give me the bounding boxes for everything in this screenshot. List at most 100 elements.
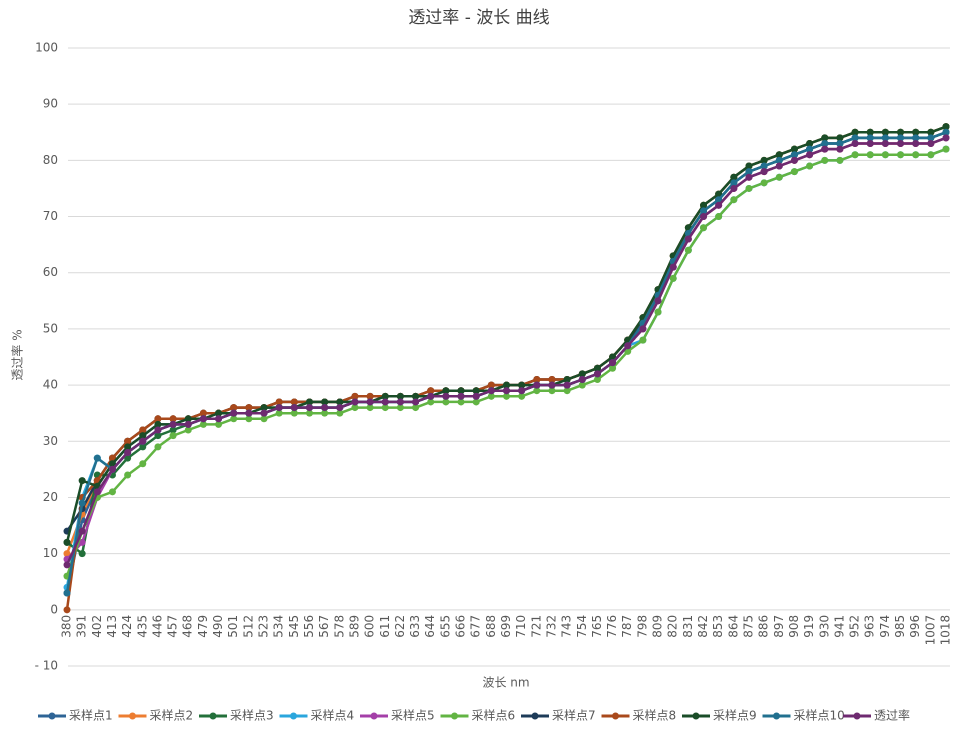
data-point (442, 387, 450, 395)
data-point (578, 381, 586, 389)
x-tick-label: 743 (560, 615, 574, 638)
data-point (321, 398, 329, 406)
legend-label: 透过率 (874, 708, 910, 723)
data-point (63, 589, 71, 597)
data-point (624, 347, 632, 355)
legend-label: 采样点5 (391, 708, 435, 723)
x-tick-label: 1007 (923, 615, 937, 646)
data-point (154, 415, 162, 423)
data-point (366, 398, 374, 406)
data-point (154, 432, 162, 440)
data-point (593, 364, 601, 372)
y-tick-label: - 10 (35, 659, 58, 673)
y-tick-label: 90 (43, 97, 58, 111)
data-point (275, 398, 283, 406)
data-point (851, 140, 859, 148)
data-point (609, 353, 617, 361)
data-point (351, 398, 359, 406)
data-point (836, 134, 844, 142)
x-tick-label: 996 (908, 615, 922, 638)
data-point (927, 151, 935, 159)
data-point (108, 465, 116, 473)
data-point (427, 387, 435, 395)
data-point (336, 409, 344, 417)
data-point (412, 398, 420, 406)
data-point (442, 392, 450, 400)
data-point (533, 387, 541, 395)
data-point (199, 409, 207, 417)
data-point (821, 134, 829, 142)
x-tick-label: 666 (454, 615, 468, 638)
x-tick-label: 380 (60, 615, 74, 638)
data-point (321, 404, 329, 412)
data-point (700, 207, 708, 215)
data-point (169, 415, 177, 423)
data-point (124, 454, 132, 462)
legend-label: 采样点8 (633, 708, 677, 723)
data-point (866, 140, 874, 148)
data-point (427, 392, 435, 400)
data-point (942, 123, 950, 131)
data-point (790, 145, 798, 153)
data-point (942, 145, 950, 153)
y-tick-label: 100 (35, 41, 58, 55)
data-point (457, 392, 465, 400)
data-point (305, 409, 313, 417)
data-point (866, 151, 874, 159)
x-tick-label: 567 (317, 615, 331, 638)
data-point (912, 128, 920, 136)
series-line (66, 125, 947, 556)
data-point (275, 409, 283, 417)
data-point (457, 398, 465, 406)
data-point (366, 404, 374, 412)
data-point (881, 151, 889, 159)
data-point (472, 387, 480, 395)
data-point (684, 235, 692, 243)
data-point (184, 415, 192, 423)
data-point (730, 173, 738, 181)
data-point (93, 488, 101, 496)
data-point (639, 336, 647, 344)
series (63, 123, 950, 558)
series (63, 134, 950, 558)
data-point (351, 404, 359, 412)
data-point (336, 398, 344, 406)
data-point (730, 184, 738, 192)
data-point (199, 420, 207, 428)
data-point (412, 404, 420, 412)
data-point (684, 246, 692, 254)
x-tick-label: 776 (605, 615, 619, 638)
data-point (139, 437, 147, 445)
legend-marker (773, 712, 780, 720)
y-axis-title: 透过率 % (10, 329, 25, 380)
series (63, 128, 950, 535)
x-tick-label: 963 (863, 615, 877, 638)
data-point (790, 151, 798, 159)
data-point (775, 173, 783, 181)
series (63, 128, 950, 597)
series (63, 134, 950, 563)
data-point (381, 392, 389, 400)
series-line (65, 136, 947, 566)
y-tick-label: 60 (43, 265, 58, 279)
x-tick-label: 578 (332, 615, 346, 638)
x-tick-label: 633 (408, 615, 422, 638)
data-point (700, 213, 708, 221)
legend-label: 采样点3 (230, 708, 274, 723)
data-point (790, 156, 798, 164)
x-tick-label: 402 (90, 615, 104, 638)
data-point (78, 477, 86, 485)
data-point (700, 201, 708, 209)
data-point (866, 134, 874, 142)
data-point (851, 151, 859, 159)
x-tick-label: 501 (226, 615, 240, 638)
x-tick-label: 655 (438, 615, 452, 638)
data-point (715, 201, 723, 209)
x-tick-label: 754 (575, 615, 589, 638)
data-point (775, 151, 783, 159)
legend-marker (853, 712, 861, 720)
data-point (108, 488, 116, 496)
data-point (548, 387, 556, 395)
data-point (412, 392, 420, 400)
x-tick-label: 710 (514, 615, 528, 638)
